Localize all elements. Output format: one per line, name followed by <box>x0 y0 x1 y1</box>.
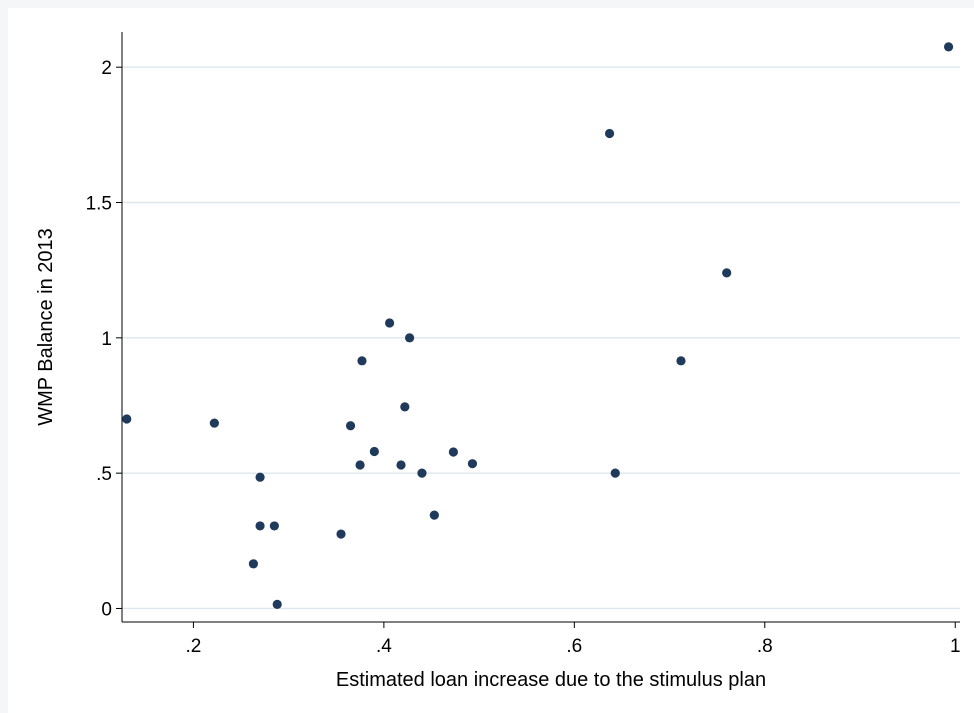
data-point <box>604 128 615 139</box>
data-point <box>357 356 367 366</box>
data-point <box>722 268 732 278</box>
y-tick-label: 1 <box>101 329 112 350</box>
y-tick-label: 1.5 <box>86 194 112 215</box>
data-point <box>400 402 410 412</box>
y-axis-title: WMP Balance in 2013 <box>35 228 57 426</box>
y-tick-label: 0 <box>101 599 112 620</box>
data-point <box>345 421 356 431</box>
data-point <box>384 318 395 328</box>
y-tick-label: .5 <box>96 464 112 485</box>
data-point <box>336 529 346 539</box>
data-point <box>610 468 620 478</box>
data-point <box>269 521 279 531</box>
data-point <box>448 447 458 457</box>
x-tick-label: 1 <box>950 636 961 657</box>
x-tick-label: .6 <box>566 636 582 657</box>
x-tick-label: .8 <box>757 636 773 657</box>
data-point <box>429 510 439 520</box>
data-point <box>255 521 265 531</box>
data-point <box>369 446 379 457</box>
data-point <box>404 333 415 343</box>
data-point <box>209 418 219 428</box>
data-point <box>255 472 265 482</box>
y-tick-label: 2 <box>101 58 112 79</box>
data-point <box>676 356 686 366</box>
data-point <box>396 460 406 470</box>
x-tick-label: .2 <box>185 636 201 657</box>
data-point <box>122 414 132 424</box>
left-edge-strip <box>0 0 8 713</box>
data-point <box>467 459 478 469</box>
data-point <box>355 460 365 470</box>
top-edge-strip <box>0 0 974 8</box>
data-point <box>272 599 282 610</box>
data-point <box>248 559 259 569</box>
x-axis-title: Estimated loan increase due to the stimu… <box>336 669 766 691</box>
data-point <box>943 42 954 52</box>
x-tick-label: .4 <box>376 636 392 657</box>
data-point <box>417 468 427 478</box>
